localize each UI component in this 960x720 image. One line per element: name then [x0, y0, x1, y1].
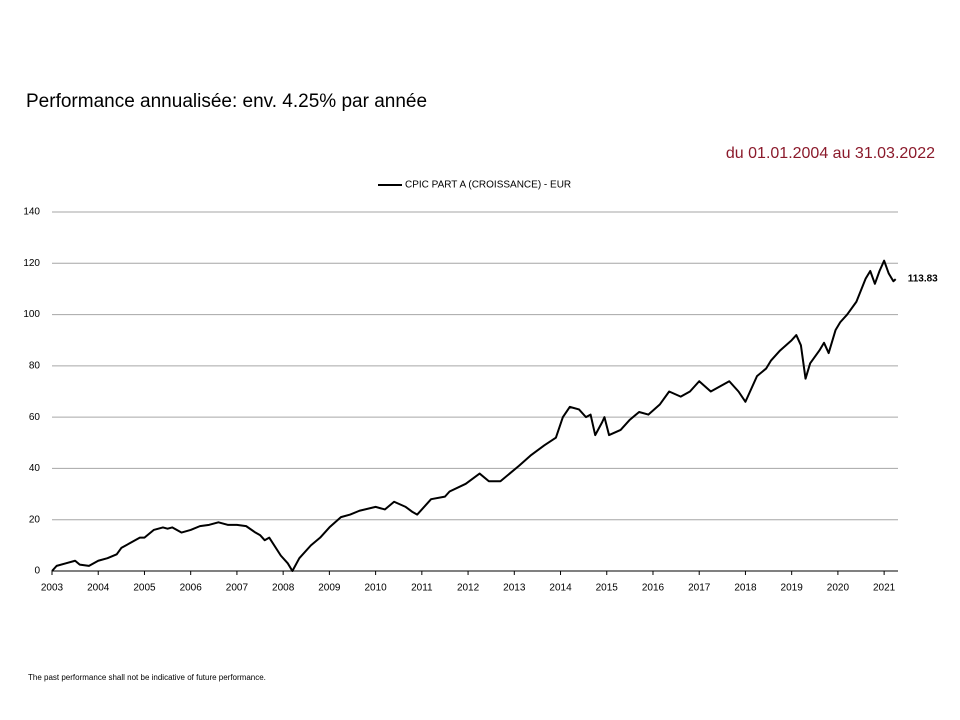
x-tick-label: 2004 — [87, 583, 110, 594]
x-tick-label: 2017 — [688, 583, 711, 594]
end-value-label: 113.83 — [908, 274, 938, 285]
x-tick-label: 2021 — [873, 583, 896, 594]
x-tick-label: 2008 — [272, 583, 295, 594]
x-tick-label: 2014 — [549, 583, 572, 594]
x-tick-label: 2005 — [133, 583, 156, 594]
x-tick-label: 2019 — [781, 583, 804, 594]
x-tick-label: 2018 — [734, 583, 757, 594]
y-tick-label: 120 — [23, 258, 40, 269]
y-tick-label: 100 — [23, 309, 40, 320]
x-tick-label: 2011 — [411, 583, 433, 594]
series-line — [51, 259, 897, 572]
y-tick-label: 60 — [29, 412, 41, 423]
x-tick-label: 2006 — [180, 583, 203, 594]
x-tick-label: 2012 — [457, 583, 480, 594]
x-tick-label: 2013 — [503, 583, 526, 594]
x-tick-label: 2016 — [642, 583, 665, 594]
chart-title: Performance annualisée: env. 4.25% par a… — [26, 91, 427, 112]
legend-label: CPIC PART A (CROISSANCE) - EUR — [405, 180, 571, 191]
footnote: The past performance shall not be indica… — [28, 673, 266, 682]
y-tick-label: 0 — [34, 566, 40, 577]
x-tick-label: 2007 — [226, 583, 249, 594]
x-tick-label: 2009 — [318, 583, 341, 594]
chart-subtitle: du 01.01.2004 au 31.03.2022 — [726, 145, 935, 162]
x-tick-label: 2003 — [41, 583, 64, 594]
y-tick-label: 40 — [29, 463, 41, 474]
y-tick-label: 80 — [29, 360, 41, 371]
y-tick-label: 20 — [29, 514, 41, 525]
x-tick-label: 2015 — [596, 583, 619, 594]
x-tick-label: 2020 — [827, 583, 850, 594]
x-tick-label: 2010 — [364, 583, 387, 594]
y-tick-label: 140 — [23, 207, 40, 218]
